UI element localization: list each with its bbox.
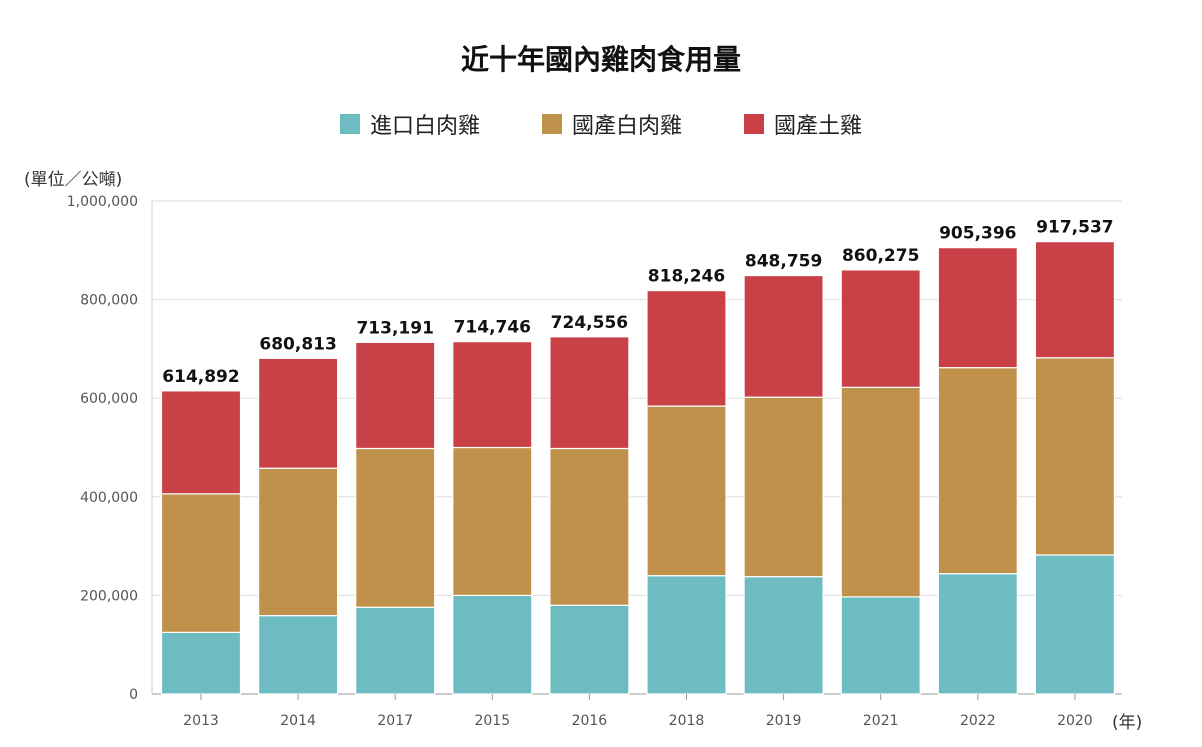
bar-segment <box>549 336 630 450</box>
bar-segment <box>646 405 727 577</box>
bar-segment <box>1034 357 1116 556</box>
bar-segment <box>1034 554 1116 695</box>
bar-segment <box>646 290 727 407</box>
legend-label-imported-broiler: 進口白肉雞 <box>369 114 480 139</box>
legend: 進口白肉雞 國產白肉雞 國產土雞 <box>0 108 1202 140</box>
bar-segment <box>160 493 242 633</box>
bar-segment <box>549 447 630 606</box>
bar-total-label: 905,396 <box>939 224 1016 244</box>
bar-segment <box>937 247 1018 369</box>
y-tick-label: 400,000 <box>80 490 138 506</box>
x-tick-label: 2019 <box>766 713 802 729</box>
x-tick-label: 2022 <box>960 713 996 729</box>
legend-item-imported-broiler: 進口白肉雞 <box>339 108 480 140</box>
bar-total-label: 614,892 <box>162 367 239 387</box>
bar-segment <box>452 594 533 695</box>
chart-title: 近十年國內雞肉食用量 <box>460 43 741 76</box>
x-tick-label: 2016 <box>572 713 608 729</box>
bar-total-label: 724,556 <box>551 313 628 333</box>
x-tick-label: 2020 <box>1057 713 1093 729</box>
x-tick-label: 2015 <box>474 713 510 729</box>
bar-segment <box>743 576 824 695</box>
bar-segment <box>937 573 1018 695</box>
bar-total-label: 818,246 <box>648 267 725 287</box>
bar-segment <box>452 341 533 449</box>
legend-label-domestic-broiler: 國產白肉雞 <box>571 114 682 139</box>
x-tick-label: 2017 <box>377 713 413 729</box>
legend-swatch-imported-broiler <box>339 114 360 134</box>
bar-segment <box>452 446 533 596</box>
bar-segment <box>160 390 242 495</box>
bar-segment <box>160 631 242 695</box>
bar-segment <box>840 596 921 695</box>
bar-segment <box>646 575 727 695</box>
bar-total-label: 714,746 <box>454 318 531 338</box>
bar-total-label: 713,191 <box>356 318 433 338</box>
bar-segment <box>258 615 339 695</box>
x-tick-label: 2018 <box>669 713 705 729</box>
bar-total-label: 848,759 <box>745 252 822 272</box>
bar-total-label: 680,813 <box>259 334 336 354</box>
bar-segment <box>258 357 339 469</box>
legend-swatch-domestic-broiler <box>541 114 562 134</box>
legend-item-domestic-native-chicken: 國產土雞 <box>744 108 862 140</box>
y-tick-label: 0 <box>129 687 138 703</box>
legend-item-domestic-broiler: 國產白肉雞 <box>541 108 682 140</box>
bar-segment <box>743 396 824 578</box>
y-tick-label: 200,000 <box>80 588 138 604</box>
bar-segment <box>1034 241 1116 359</box>
x-tick-label: 2013 <box>183 713 219 729</box>
bar-segment <box>355 606 436 695</box>
y-tick-label: 600,000 <box>80 391 138 407</box>
bar-segment <box>937 367 1018 575</box>
legend-label-domestic-native-chicken: 國產土雞 <box>774 114 863 139</box>
y-tick-label: 800,000 <box>80 293 138 309</box>
x-tick-label: 2021 <box>863 713 899 729</box>
bar-segment <box>355 341 436 450</box>
bar-segment <box>355 447 436 608</box>
bar-total-label: 917,537 <box>1036 218 1113 238</box>
bar-segment <box>258 467 339 617</box>
bar-segment <box>840 269 921 388</box>
x-axis-unit-label: (年) <box>1112 713 1143 733</box>
y-axis-unit-label: (單位／公噸) <box>24 170 123 190</box>
x-tick-label: 2014 <box>280 713 316 729</box>
legend-swatch-domestic-native-chicken <box>744 114 764 134</box>
bar-segment <box>549 604 630 695</box>
bar-total-label: 860,275 <box>842 246 919 266</box>
bar-segment <box>743 274 824 398</box>
bar-segment <box>840 386 921 598</box>
y-tick-label: 1,000,000 <box>67 194 138 210</box>
